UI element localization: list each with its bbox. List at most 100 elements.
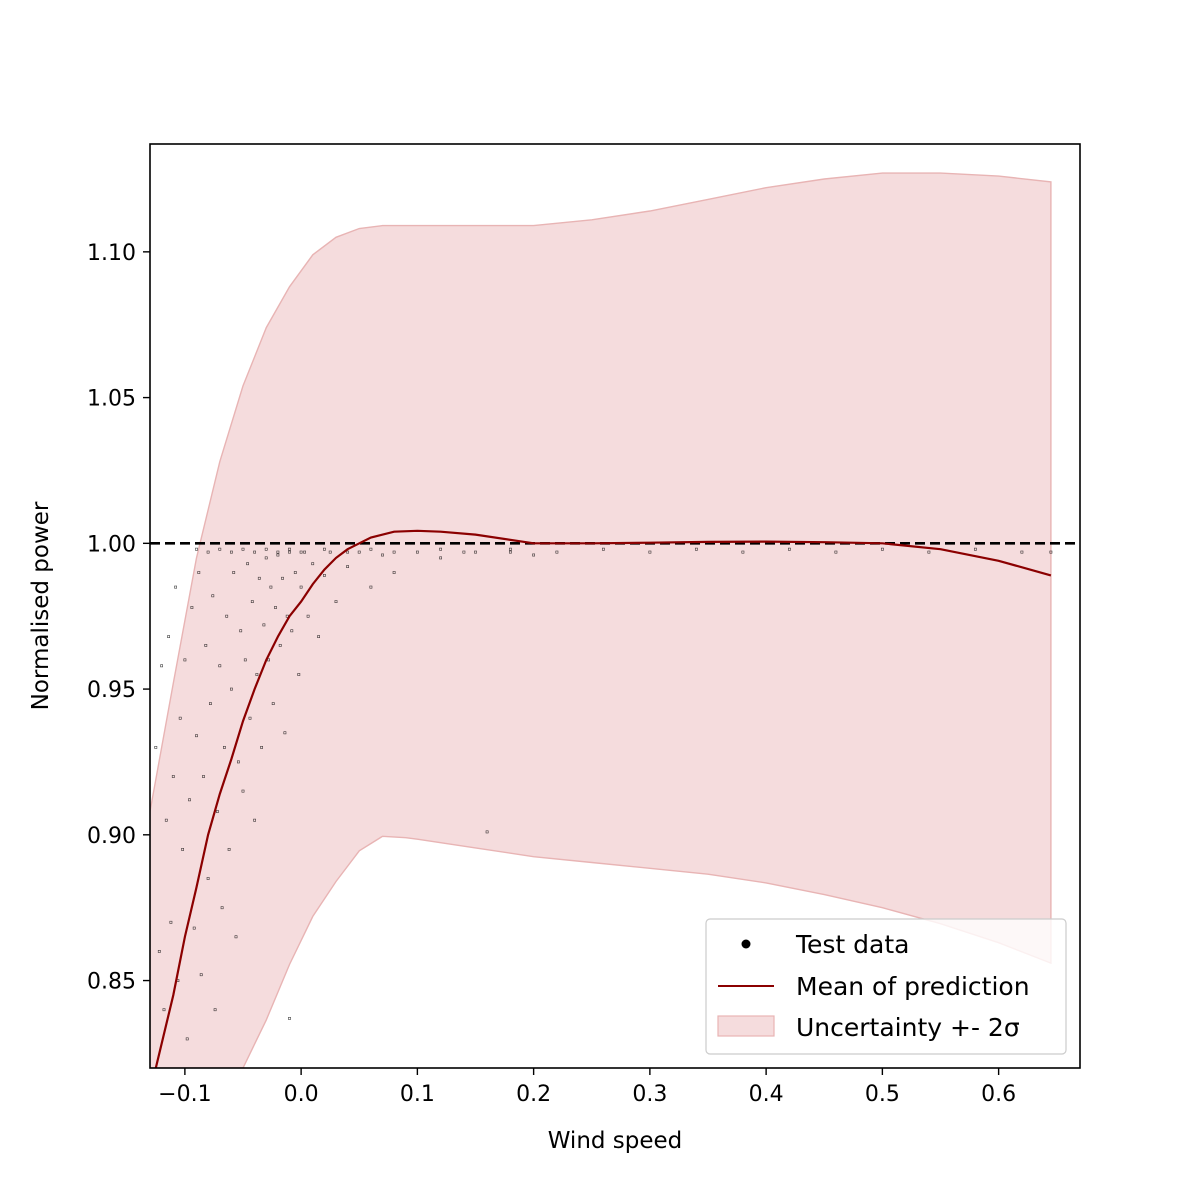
x-tick-label: 0.6 [981, 1082, 1016, 1107]
test-data-point [218, 664, 222, 668]
test-data-point [248, 716, 252, 720]
axes-frame [149, 143, 1081, 1069]
x-tick-label: 0.4 [749, 1082, 784, 1107]
test-data-point [164, 818, 168, 822]
test-data-point [1020, 550, 1024, 554]
test-data-point [290, 629, 294, 633]
test-data-point [227, 847, 231, 851]
test-data-point [274, 606, 277, 609]
test-data-point [834, 550, 838, 554]
plot-marks [150, 172, 1080, 1068]
test-data-point [241, 547, 245, 551]
test-data-point [555, 550, 559, 554]
legend-label-uncertainty: Uncertainty +- 2σ [796, 1013, 1020, 1042]
test-data-point [237, 760, 240, 764]
test-data-point [157, 949, 161, 953]
test-data-point [206, 877, 210, 880]
test-data-point [508, 547, 512, 551]
test-data-point [880, 547, 884, 551]
test-data-point [357, 550, 361, 554]
test-data-point [299, 550, 303, 554]
test-data-point [181, 847, 185, 851]
test-data-point [213, 1008, 217, 1012]
test-data-point [223, 745, 226, 749]
test-data-point [369, 585, 373, 589]
test-data-point [241, 789, 245, 793]
x-tick-label: 0.5 [865, 1082, 900, 1107]
test-data-point [169, 920, 173, 924]
test-data-point [297, 673, 301, 676]
test-data-point [204, 643, 208, 647]
test-data-point [283, 731, 287, 735]
y-tick-label: 0.85 [87, 970, 136, 995]
test-data-point [973, 547, 977, 551]
test-data-point [322, 573, 326, 577]
test-data-point [195, 734, 198, 738]
test-data-point [334, 600, 338, 604]
test-data-point [197, 571, 201, 574]
test-data-point [178, 716, 182, 720]
x-tick-label: 0.3 [632, 1082, 667, 1107]
test-data-point [288, 550, 291, 554]
test-data-point [269, 585, 273, 589]
test-data-point [322, 547, 326, 551]
y-tick-label: 1.05 [87, 387, 136, 412]
test-data-point [415, 550, 419, 554]
x-tick-label: −0.1 [158, 1082, 211, 1107]
test-data-point [202, 775, 205, 778]
x-tick-label: 0.0 [284, 1082, 319, 1107]
test-data-point [253, 550, 257, 554]
test-data-point [271, 702, 275, 706]
test-data-point [346, 550, 350, 554]
test-data-point [328, 550, 332, 554]
test-data-point [255, 673, 259, 676]
test-data-point [293, 571, 297, 574]
legend-frame [705, 918, 1067, 1055]
test-data-point [264, 547, 268, 551]
legend-label-mean: Mean of prediction [796, 972, 1030, 1001]
test-data-point [317, 635, 321, 639]
test-data-point [288, 547, 291, 551]
test-data-point [162, 1008, 166, 1012]
test-data-point [239, 629, 243, 633]
test-data-point [281, 576, 284, 580]
test-data-point [195, 547, 198, 551]
test-data-point [311, 562, 315, 566]
test-data-point [303, 550, 307, 554]
test-data-point [232, 571, 236, 574]
test-data-point [216, 810, 219, 813]
test-data-point [262, 623, 266, 627]
test-data-point [369, 547, 373, 551]
test-data-point [741, 550, 745, 554]
legend-marker-test-data [741, 939, 751, 949]
test-data-point [288, 1016, 291, 1020]
test-data-point [474, 550, 477, 554]
test-data-point [787, 547, 791, 551]
test-data-point [439, 547, 443, 551]
test-data-point [234, 935, 238, 939]
y-tick-label: 0.95 [87, 678, 136, 703]
test-data-point [260, 745, 264, 749]
test-data-point [381, 553, 384, 557]
y-tick-label: 0.90 [87, 824, 136, 849]
test-data-point [220, 906, 224, 910]
test-data-point [225, 614, 229, 618]
test-data-point [346, 565, 350, 569]
test-data-point [264, 556, 268, 560]
test-data-point [392, 571, 396, 574]
test-data-point [257, 576, 261, 580]
test-data-point [192, 926, 196, 930]
test-data-point [276, 553, 280, 557]
legend-label-test-data: Test data [795, 930, 910, 959]
test-data-point [253, 818, 257, 822]
test-data-point [601, 547, 605, 551]
legend: Test data Mean of prediction Uncertainty… [705, 918, 1067, 1055]
test-data-point [278, 643, 282, 647]
mean-prediction-line [154, 529, 1052, 1068]
test-data-point [185, 1037, 189, 1041]
test-data-point [243, 658, 247, 662]
test-data-point [299, 585, 303, 589]
test-data-point [190, 606, 194, 609]
test-data-point [171, 775, 175, 778]
